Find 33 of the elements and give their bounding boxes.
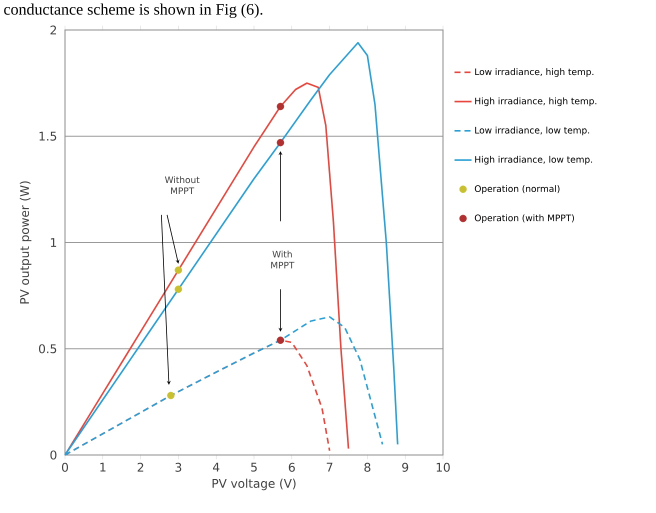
y-tick-label: 2 — [50, 26, 56, 34]
point — [276, 102, 284, 110]
x-tick-label: 1 — [100, 462, 106, 472]
y-tick-label: 0.5 — [38, 344, 56, 354]
x-tick-label: 3 — [176, 462, 182, 472]
legend-label: Low irradiance, high temp. — [475, 68, 594, 77]
legend-label: Operation (with MPPT) — [474, 214, 574, 223]
point — [174, 266, 182, 274]
point — [276, 336, 284, 344]
y-tick-label: 1 — [50, 238, 56, 247]
x-tick-label: 4 — [212, 462, 220, 472]
x-axis-title: PV voltage (V) — [212, 478, 296, 490]
y-tick-label: 0 — [50, 450, 56, 460]
legend-label: Operation (normal) — [474, 185, 560, 194]
legend-label: Low irradiance, low temp. — [475, 126, 590, 136]
y-axis-title: PV output power (W) — [20, 181, 32, 304]
x-tick-label: 5 — [251, 462, 257, 472]
annotation: With MPPT — [271, 250, 294, 268]
text: conductance scheme is shown in Fig (6). — [4, 4, 262, 18]
point — [174, 286, 182, 293]
point — [167, 392, 175, 400]
x-tick-label: 9 — [402, 462, 408, 472]
x-tick-label: 8 — [364, 462, 370, 472]
x-tick-label: 2 — [138, 462, 144, 472]
x-tick-label: 10 — [436, 462, 450, 472]
x-tick-label: 6 — [288, 462, 295, 472]
legend-label: High irradiance, low temp. — [475, 156, 592, 165]
x-tick-label: 0 — [62, 462, 68, 472]
y-tick-label: 1.5 — [40, 132, 56, 141]
point — [276, 138, 284, 146]
x-tick-label: 7 — [326, 462, 332, 472]
legend-label: High irradiance, high temp. — [475, 97, 596, 106]
annotation: Without MPPT — [164, 176, 200, 194]
